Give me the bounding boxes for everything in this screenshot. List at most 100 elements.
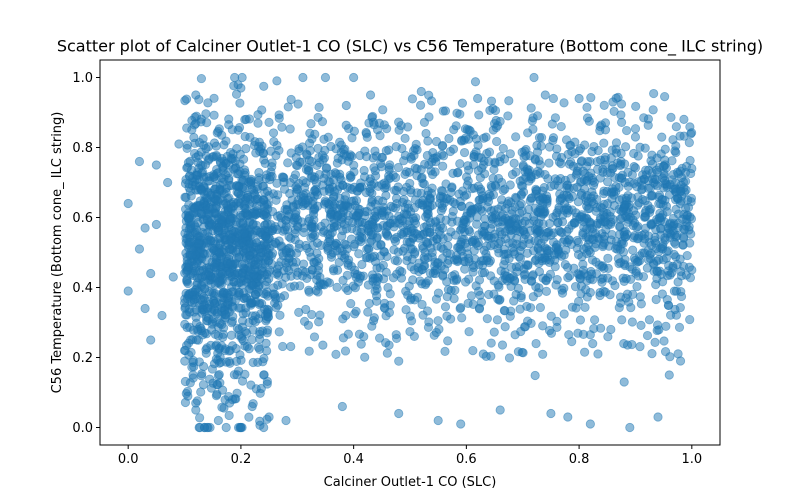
scatter-point	[603, 253, 613, 263]
scatter-point	[409, 216, 419, 226]
scatter-point	[268, 239, 278, 250]
scatter-point	[241, 144, 251, 154]
scatter-point	[435, 221, 445, 231]
scatter-point	[534, 267, 545, 277]
scatter-point	[419, 179, 429, 189]
scatter-point	[198, 134, 208, 144]
scatter-point	[393, 247, 403, 257]
scatter-point	[275, 310, 285, 320]
scatter-point	[492, 136, 502, 147]
scatter-point	[401, 167, 412, 177]
scatter-point	[225, 214, 235, 224]
scatter-point	[262, 346, 272, 356]
scatter-point	[587, 234, 597, 244]
scatter-point	[146, 268, 156, 279]
scatter-point	[661, 179, 671, 189]
scatter-point	[382, 124, 392, 134]
scatter-point	[541, 286, 552, 296]
scatter-point	[194, 238, 204, 249]
scatter-point	[580, 302, 590, 312]
scatter-point	[535, 302, 545, 313]
scatter-point	[259, 195, 269, 205]
y-tick-label: 1.0	[72, 71, 93, 86]
x-axis-ticks: 0.0 0.2 0.4 0.6 0.8 1.0	[118, 445, 702, 467]
scatter-point	[687, 163, 697, 174]
scatter-point	[621, 293, 631, 303]
scatter-point	[347, 133, 357, 143]
scatter-point	[622, 125, 632, 136]
scatter-point	[214, 358, 224, 368]
scatter-point	[628, 220, 638, 231]
scatter-point	[426, 96, 437, 106]
scatter-point	[572, 168, 582, 178]
scatter-point	[563, 262, 573, 273]
scatter-point	[497, 230, 507, 240]
scatter-point	[443, 336, 453, 346]
scatter-point	[341, 100, 351, 111]
scatter-point	[438, 106, 448, 116]
scatter-point	[431, 136, 442, 147]
scatter-point	[226, 234, 236, 244]
scatter-point	[272, 211, 283, 221]
scatter-point	[157, 310, 167, 321]
scatter-point	[640, 208, 650, 218]
scatter-point	[189, 132, 199, 143]
scatter-point	[409, 150, 419, 161]
scatter-point	[361, 152, 372, 162]
scatter-point	[204, 176, 215, 186]
scatter-point	[293, 99, 303, 109]
scatter-point	[684, 138, 694, 148]
scatter-point	[357, 182, 367, 192]
x-tick-label: 0.8	[569, 452, 590, 467]
scatter-point	[617, 315, 627, 325]
scatter-point	[436, 242, 446, 253]
scatter-point	[260, 158, 270, 168]
scatter-point	[423, 205, 433, 215]
scatter-point	[551, 280, 561, 290]
scatter-point	[315, 272, 325, 282]
scatter-point	[494, 295, 504, 305]
scatter-point	[329, 187, 340, 197]
scatter-point	[498, 185, 508, 196]
scatter-point	[633, 151, 643, 161]
scatter-point	[385, 160, 395, 170]
scatter-point	[603, 177, 613, 187]
scatter-point	[603, 332, 613, 342]
scatter-point	[443, 285, 454, 295]
scatter-point	[308, 223, 318, 233]
scatter-point	[207, 219, 217, 229]
scatter-point	[179, 298, 190, 308]
scatter-point	[564, 159, 575, 169]
scatter-point	[259, 210, 269, 220]
scatter-point	[185, 237, 195, 247]
scatter-point	[394, 117, 404, 127]
scatter-point	[323, 132, 333, 142]
scatter-point	[392, 256, 403, 266]
scatter-point	[373, 223, 383, 233]
scatter-point	[573, 328, 583, 338]
scatter-point	[204, 154, 214, 164]
scatter-point	[474, 110, 484, 120]
scatter-point	[174, 139, 184, 149]
scatter-point	[685, 273, 696, 283]
scatter-point	[342, 270, 352, 280]
scatter-point	[338, 314, 348, 324]
scatter-point	[224, 356, 234, 367]
scatter-point	[466, 291, 477, 301]
scatter-point	[351, 306, 361, 316]
scatter-point	[481, 351, 491, 361]
scatter-point	[553, 217, 563, 228]
scatter-point	[328, 248, 338, 258]
scatter-point	[627, 339, 637, 350]
scatter-point	[415, 100, 426, 110]
scatter-point	[221, 310, 231, 320]
scatter-point	[359, 172, 370, 182]
scatter-point	[623, 181, 633, 191]
scatter-point	[291, 187, 301, 197]
scatter-point	[528, 124, 538, 134]
scatter-point	[367, 321, 377, 331]
scatter-point	[592, 203, 602, 213]
scatter-point	[493, 217, 503, 227]
scatter-point	[544, 142, 555, 152]
scatter-point	[570, 218, 580, 228]
